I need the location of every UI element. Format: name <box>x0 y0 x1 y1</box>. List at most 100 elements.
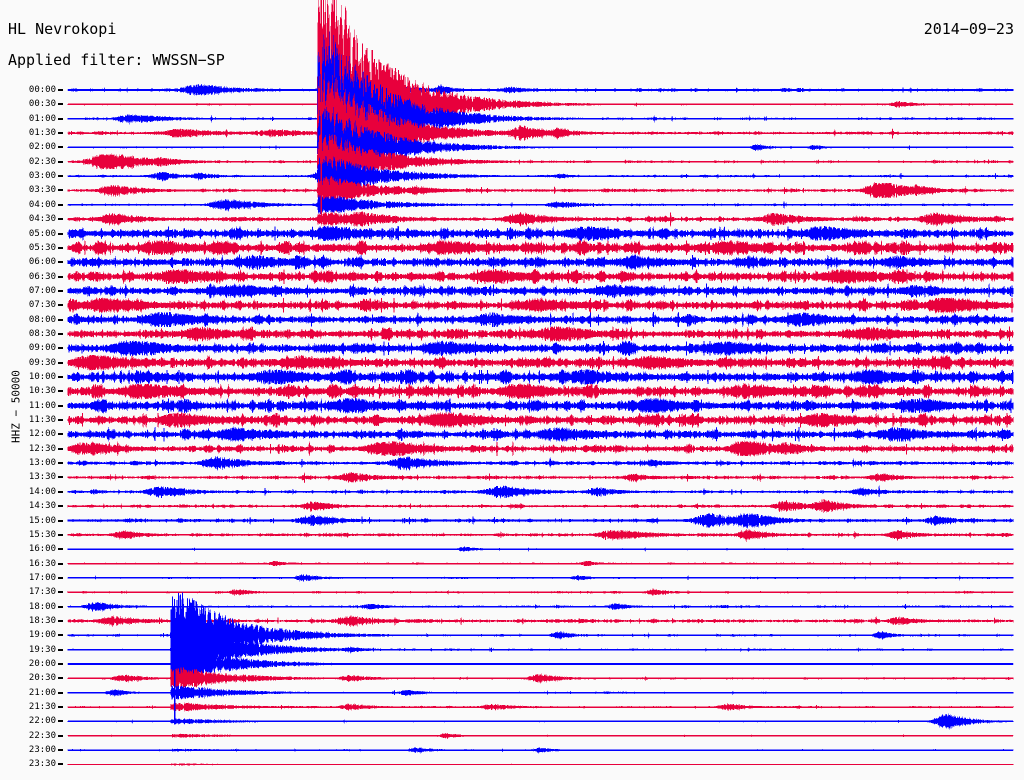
time-axis-tick <box>58 175 63 178</box>
time-axis-tick <box>58 89 63 91</box>
time-axis-label: 18:30 <box>28 615 56 626</box>
time-axis-tick <box>58 548 63 551</box>
time-axis-tick <box>58 361 63 364</box>
time-axis-label: 13:00 <box>28 458 56 469</box>
time-axis-label: 21:00 <box>28 687 56 698</box>
time-axis-label: 12:30 <box>28 443 56 454</box>
time-axis-tick <box>58 160 63 163</box>
time-axis-label: 00:00 <box>28 85 56 95</box>
time-axis-tick <box>58 490 63 493</box>
time-axis-label: 17:00 <box>28 572 56 583</box>
time-axis-label: 02:30 <box>28 156 56 167</box>
time-axis-tick <box>58 232 63 235</box>
time-axis-tick <box>58 447 63 450</box>
time-axis-label: 20:30 <box>28 673 56 684</box>
time-axis-label: 23:00 <box>28 745 56 756</box>
time-axis-tick <box>58 505 63 508</box>
applied-filter-label: Applied filter: WWSSN−SP <box>8 51 225 69</box>
time-axis-label: 01:30 <box>28 128 56 139</box>
time-axis-label: 14:30 <box>28 501 56 512</box>
time-axis-tick <box>58 146 63 149</box>
time-axis-tick <box>58 390 63 393</box>
time-axis-tick <box>58 706 63 709</box>
time-axis-label: 22:00 <box>28 716 56 727</box>
time-axis-label: 01:00 <box>28 113 56 124</box>
time-axis-label: 08:00 <box>28 314 56 325</box>
time-axis-tick <box>58 591 63 594</box>
time-axis-label: 08:30 <box>28 328 56 339</box>
time-axis-label: 13:30 <box>28 472 56 483</box>
time-axis-tick <box>58 347 63 350</box>
time-axis-label: 15:00 <box>28 515 56 526</box>
time-axis-tick <box>58 404 63 407</box>
time-axis-label: 19:30 <box>28 644 56 655</box>
time-axis-tick <box>58 533 63 536</box>
time-axis-label: 15:30 <box>28 529 56 540</box>
time-axis-label: 20:00 <box>28 659 56 669</box>
time-axis-tick <box>58 189 63 192</box>
time-axis-label: 10:00 <box>28 372 56 382</box>
time-axis-tick <box>58 720 63 723</box>
time-axis-label: 17:30 <box>28 587 56 598</box>
page-title: HL Nevrokopi <box>8 20 117 38</box>
time-axis-tick <box>58 246 63 249</box>
time-axis-tick <box>58 289 63 292</box>
time-axis-tick <box>58 749 63 752</box>
time-axis-tick <box>58 261 63 264</box>
time-axis-tick <box>58 648 63 651</box>
time-axis-tick <box>58 519 63 522</box>
time-axis-label: 23:30 <box>28 759 56 770</box>
time-axis-tick <box>58 605 63 608</box>
time-axis-tick <box>58 304 63 307</box>
time-axis-tick <box>58 117 63 120</box>
time-axis-tick <box>58 332 63 335</box>
time-axis-label: 00:30 <box>28 99 56 110</box>
time-axis-tick <box>58 763 63 766</box>
time-axis-label: 07:00 <box>28 285 56 296</box>
time-axis-tick <box>58 663 63 665</box>
time-axis-tick <box>58 476 63 479</box>
time-axis-label: 05:00 <box>28 228 56 239</box>
time-axis-label: 02:00 <box>28 142 56 153</box>
time-axis-tick <box>58 677 63 680</box>
time-axis-label: 04:00 <box>28 199 56 210</box>
time-axis-tick <box>58 318 63 321</box>
time-axis-label: 03:00 <box>28 171 56 182</box>
time-axis-label: 14:00 <box>28 486 56 497</box>
date-label: 2014−09−23 <box>923 20 1014 38</box>
time-axis-label: 21:30 <box>28 702 56 713</box>
time-axis-label: 06:00 <box>28 257 56 268</box>
time-axis-label: 11:30 <box>28 415 56 426</box>
time-axis-label: 09:30 <box>28 357 56 368</box>
time-axis-label: 05:30 <box>28 242 56 253</box>
time-axis-tick <box>58 203 63 206</box>
time-axis-label: 06:30 <box>28 271 56 282</box>
time-axis-tick <box>58 433 63 436</box>
time-axis-tick <box>58 634 63 637</box>
time-axis-tick <box>58 562 63 565</box>
time-axis-tick <box>58 462 63 465</box>
time-axis-label: 11:00 <box>28 400 56 411</box>
time-axis-label: 16:30 <box>28 558 56 569</box>
time-axis-label: 09:00 <box>28 343 56 354</box>
seismic-trace <box>67 0 1014 218</box>
time-axis-label: 04:30 <box>28 214 56 225</box>
time-axis-tick <box>58 691 63 694</box>
time-axis-tick <box>58 576 63 579</box>
time-axis-label: 12:00 <box>28 429 56 440</box>
time-axis-tick <box>58 103 63 106</box>
time-axis-tick <box>58 734 63 737</box>
time-axis-label: 07:30 <box>28 300 56 311</box>
time-axis-tick <box>58 376 63 378</box>
time-axis-label: 10:30 <box>28 386 56 397</box>
time-axis-label: 19:00 <box>28 630 56 641</box>
time-axis-label: 22:30 <box>28 730 56 741</box>
time-axis-tick <box>58 218 63 221</box>
time-axis-tick <box>58 619 63 622</box>
time-axis-tick <box>58 275 63 278</box>
time-axis-label: 16:00 <box>28 544 56 555</box>
time-axis-label: 03:30 <box>28 185 56 196</box>
